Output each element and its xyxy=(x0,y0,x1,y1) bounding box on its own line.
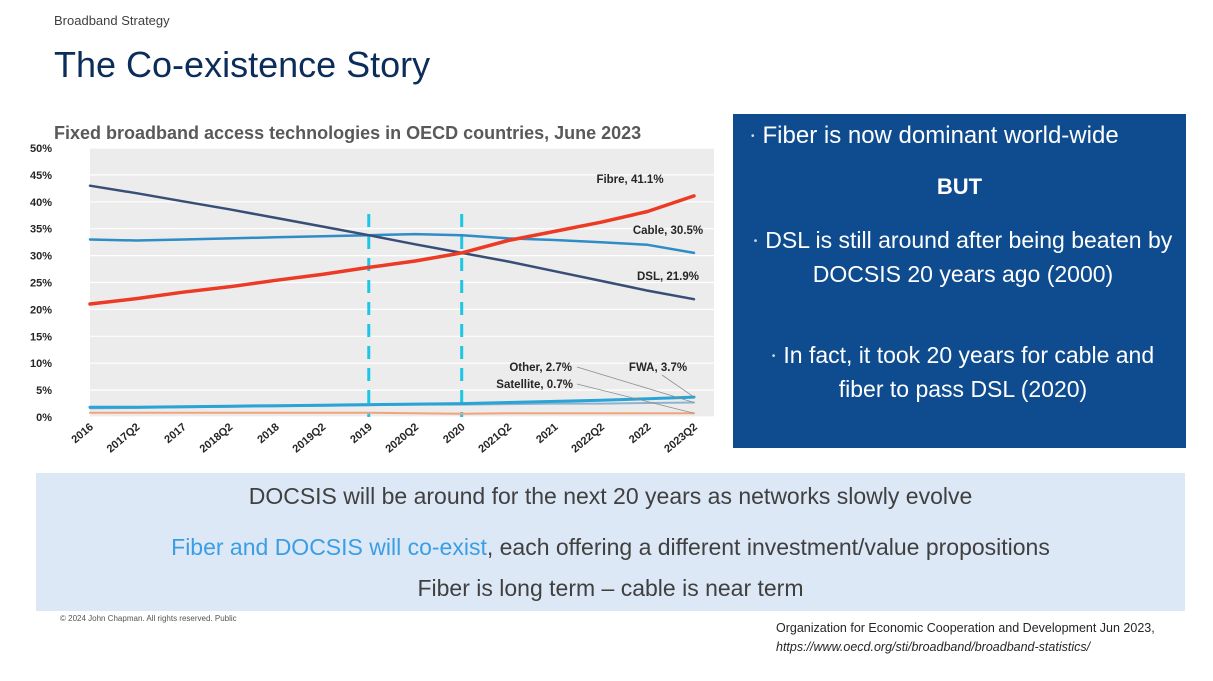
y-tick-label: 20% xyxy=(30,304,52,316)
y-tick-label: 40% xyxy=(30,197,52,209)
data-label-cable: Cable, 30.5% xyxy=(633,225,703,237)
x-tick-label: 2019Q2 xyxy=(291,421,329,455)
x-tick-label: 2016 xyxy=(69,421,95,446)
source-citation: Organization for Economic Cooperation an… xyxy=(776,619,1155,657)
bullet-dot-icon: • xyxy=(751,131,755,143)
x-tick-label: 2020 xyxy=(441,421,467,446)
callout-bullet-1: • Fiber is now dominant world-wide xyxy=(751,122,1119,149)
x-tick-label: 2022Q2 xyxy=(569,421,607,455)
y-tick-label: 35% xyxy=(30,224,52,236)
y-tick-label: 45% xyxy=(30,170,52,182)
x-tick-label: 2021 xyxy=(534,421,560,446)
y-tick-label: 10% xyxy=(30,358,52,370)
summary-line-2: Fiber and DOCSIS will co-exist, each off… xyxy=(171,534,1050,560)
data-label-other: Other, 2.7% xyxy=(509,362,572,374)
data-label-fibre: Fibre, 41.1% xyxy=(596,174,663,186)
data-label-satellite: Satellite, 0.7% xyxy=(496,379,573,391)
x-tick-label: 2018Q2 xyxy=(198,421,236,455)
summary-line-1: DOCSIS will be around for the next 20 ye… xyxy=(248,483,973,509)
series-line-dsl xyxy=(88,184,696,301)
y-tick-label: 15% xyxy=(30,331,52,343)
chart-title: Fixed broadband access technologies in O… xyxy=(54,123,641,143)
y-tick-label: 30% xyxy=(30,251,52,263)
series-line-satellite xyxy=(89,411,695,415)
y-tick-label: 50% xyxy=(30,143,52,155)
x-tick-label: 2021Q2 xyxy=(476,421,514,455)
x-tick-label: 2018 xyxy=(255,421,281,446)
series-line-fwa xyxy=(88,395,696,409)
x-tick-label: 2017Q2 xyxy=(105,421,143,455)
series-line-cable xyxy=(88,232,696,255)
source-url[interactable]: https://www.oecd.org/sti/broadband/broad… xyxy=(776,640,1091,654)
data-label-fwa: FWA, 3.7% xyxy=(629,362,687,374)
callout-but: BUT xyxy=(936,174,983,199)
y-tick-label: 5% xyxy=(36,385,52,397)
summary-box: DOCSIS will be around for the next 20 ye… xyxy=(36,473,1185,611)
leader-line-fwa xyxy=(661,374,695,398)
summary-highlight: Fiber and DOCSIS will co-exist xyxy=(171,534,487,560)
data-label-dsl: DSL, 21.9% xyxy=(637,271,699,283)
y-tick-label: 25% xyxy=(30,278,52,290)
leader-line-satellite xyxy=(576,383,695,414)
x-tick-label: 2019 xyxy=(348,421,374,446)
copyright-notice: © 2024 John Chapman. All rights reserved… xyxy=(60,614,237,623)
leader-line-other xyxy=(576,366,695,403)
callout-bullet-2: • DSL is still around after being beaten … xyxy=(753,227,1173,287)
x-tick-label: 2022 xyxy=(627,421,653,446)
x-tick-label: 2017 xyxy=(162,421,188,446)
y-tick-label: 0% xyxy=(36,412,52,424)
section-label: Broadband Strategy xyxy=(54,13,170,28)
page-title: The Co-existence Story xyxy=(54,44,431,85)
bullet-dot-icon: • xyxy=(771,350,776,362)
series-line-fibre xyxy=(88,194,696,306)
bullet-dot-icon: • xyxy=(753,235,758,247)
oecd-broadband-chart: 0% 5% 10% 15% 20% 25% 30% 35% 40% 45% 50% 2016 2017… xyxy=(30,123,714,455)
x-tick-label: 2023Q2 xyxy=(662,421,700,455)
key-points-callout: • Fiber is now dominant world-wide BUT • D… xyxy=(733,114,1186,448)
x-tick-label: 2020Q2 xyxy=(383,421,421,455)
source-organization: Organization for Economic Cooperation an… xyxy=(776,621,1155,635)
summary-line-3: Fiber is long term – cable is near term xyxy=(417,575,804,601)
callout-bullet-3: • In fact, it took 20 years for cable and… xyxy=(771,342,1155,402)
